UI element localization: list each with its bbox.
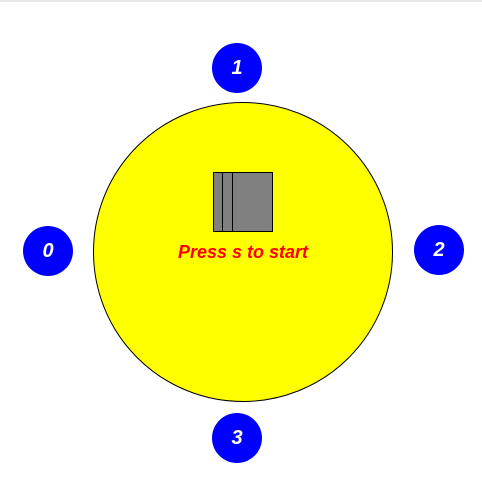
seat-number-2: 2 bbox=[433, 238, 445, 261]
player-seat-3[interactable]: 3 bbox=[212, 413, 262, 463]
start-prompt: Press s to start bbox=[177, 242, 309, 262]
player-seat-0[interactable]: 0 bbox=[23, 226, 73, 276]
seat-number-0: 0 bbox=[42, 239, 54, 262]
seat-number-3: 3 bbox=[231, 426, 243, 449]
seat-number-1: 1 bbox=[231, 56, 243, 79]
player-seat-1[interactable]: 1 bbox=[212, 43, 262, 93]
card-deck-icon bbox=[213, 172, 273, 232]
player-seat-2[interactable]: 2 bbox=[414, 225, 464, 275]
deck-card-front bbox=[232, 172, 273, 232]
top-divider bbox=[0, 0, 482, 2]
game-table bbox=[93, 102, 393, 402]
